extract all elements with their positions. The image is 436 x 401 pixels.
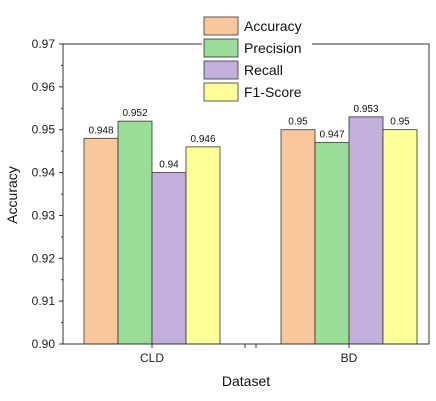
y-tick-label: 0.93 bbox=[32, 208, 56, 222]
y-tick-label: 0.90 bbox=[32, 337, 56, 351]
y-tick-label: 0.92 bbox=[32, 251, 56, 265]
y-tick-label: 0.94 bbox=[32, 166, 56, 180]
y-tick-label: 0.97 bbox=[32, 37, 56, 51]
bar-cld-f1-score bbox=[185, 146, 221, 345]
axes-layer: 0.90 0.91 0.92 0.93 0.94 0.95 0.96 0.97 CLD BD bbox=[32, 37, 430, 365]
data-label-bd-f1-score: 0.95 bbox=[390, 117, 410, 128]
y-tick-label: 0.96 bbox=[32, 80, 56, 94]
legend-swatch-precision bbox=[203, 38, 239, 58]
data-label-bd-recall: 0.953 bbox=[353, 104, 378, 115]
legend: Accuracy Precision Recall F1-Score bbox=[202, 15, 312, 105]
bar-bd-recall bbox=[348, 116, 384, 345]
data-label-cld-f1-score: 0.946 bbox=[190, 134, 215, 145]
legend-label-accuracy: Accuracy bbox=[244, 18, 302, 34]
bar-cld-accuracy bbox=[83, 137, 119, 345]
x-tick-label-bd: BD bbox=[341, 351, 358, 365]
legend-label-f1-score: F1-Score bbox=[244, 84, 302, 100]
legend-swatch-accuracy bbox=[203, 16, 239, 36]
bar-bd-precision bbox=[314, 142, 350, 345]
data-label-cld-accuracy: 0.948 bbox=[88, 125, 113, 136]
y-axis-title: Accuracy bbox=[4, 166, 20, 224]
data-labels-layer: 0.948 0.95 0.952 0.947 0.94 0.953 0.946 0.95 bbox=[88, 104, 410, 171]
y-tick-label: 0.91 bbox=[32, 294, 56, 308]
legend-label-recall: Recall bbox=[244, 62, 283, 78]
legend-swatch-recall bbox=[203, 60, 239, 80]
legend-label-precision: Precision bbox=[244, 40, 302, 56]
x-axis-title: Dataset bbox=[222, 373, 270, 389]
bar-cld-precision bbox=[117, 120, 153, 345]
bar-bd-f1-score bbox=[382, 129, 418, 345]
x-tick-label-cld: CLD bbox=[140, 351, 164, 365]
bar-bd-accuracy bbox=[280, 129, 316, 345]
y-tick-label: 0.95 bbox=[32, 123, 56, 137]
bars-layer bbox=[83, 116, 418, 345]
data-label-bd-precision: 0.947 bbox=[319, 130, 344, 141]
data-label-cld-recall: 0.94 bbox=[159, 160, 179, 171]
data-label-bd-accuracy: 0.95 bbox=[288, 117, 308, 128]
legend-swatch-f1-score bbox=[203, 82, 239, 102]
data-label-cld-precision: 0.952 bbox=[122, 108, 147, 119]
bar-cld-recall bbox=[151, 172, 187, 345]
